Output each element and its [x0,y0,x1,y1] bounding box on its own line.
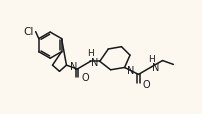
Text: N: N [152,63,159,73]
Text: Cl: Cl [23,27,33,37]
Text: O: O [81,73,88,83]
Text: N: N [126,65,134,75]
Text: N: N [91,58,98,67]
Text: H: H [87,49,93,58]
Text: H: H [148,54,154,63]
Text: N: N [69,61,77,71]
Text: O: O [142,79,149,89]
